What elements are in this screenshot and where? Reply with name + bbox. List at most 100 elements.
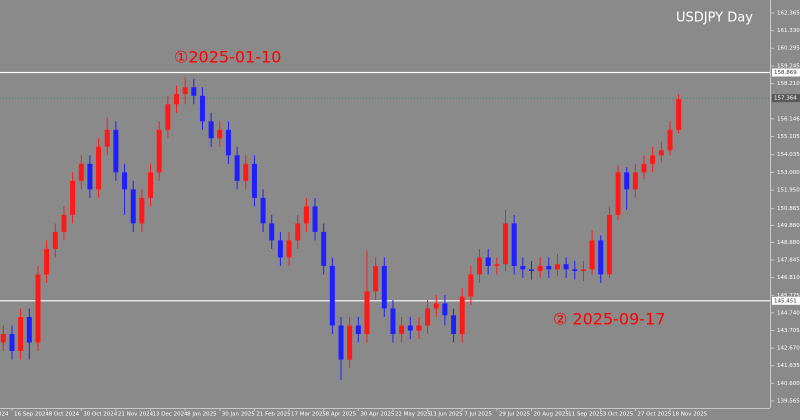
candle-body <box>174 94 179 105</box>
candle-body <box>511 223 517 266</box>
y-tick-label: 144.740 <box>777 310 800 316</box>
candle-body <box>641 163 647 173</box>
candle-body <box>61 214 67 232</box>
candle-body <box>381 265 387 309</box>
x-tick-label: 30 Apr 2025 <box>360 412 395 418</box>
x-tick-label: 16 Sep 2024 <box>14 412 49 418</box>
candle-body <box>156 129 162 173</box>
current-price-box <box>772 94 800 103</box>
y-tick-label: 143.705 <box>777 328 800 334</box>
candle-body <box>615 172 621 215</box>
x-tick-label: 11 Sep 2025 <box>568 412 603 418</box>
y-tick-label: 139.565 <box>777 398 800 404</box>
y-tick-label: 162.365 <box>777 11 800 17</box>
candle-body <box>234 155 240 181</box>
candle-body <box>433 303 439 309</box>
candle-body <box>217 129 223 139</box>
candle-body <box>477 257 483 275</box>
candle-body <box>338 325 344 360</box>
candle-body <box>122 172 128 190</box>
candle-body <box>580 269 586 272</box>
candle-body <box>425 308 431 326</box>
candle-body <box>87 163 93 190</box>
y-tick-label: 141.635 <box>777 363 800 369</box>
candle-body <box>312 206 318 232</box>
x-tick-label: 29 Jul 2025 <box>499 412 531 418</box>
y-tick-label: 156.146 <box>777 116 800 122</box>
hline-label: 158.869 <box>774 70 797 76</box>
y-tick-label: 147.845 <box>777 258 800 264</box>
candle-body <box>113 129 119 173</box>
candle-body <box>624 172 630 190</box>
x-tick-label: 024 <box>0 412 9 418</box>
annotation: ①2025-01-10 <box>174 48 281 67</box>
y-tick-label: 158.210 <box>777 81 800 87</box>
candle-body <box>520 265 526 270</box>
current-price-label: 157.364 <box>774 96 797 102</box>
candle-body <box>52 231 58 249</box>
candle-body <box>390 308 396 334</box>
candle-body <box>44 248 50 275</box>
candle-body <box>451 315 457 334</box>
x-tick-label: 13 Jun 2025 <box>430 412 464 418</box>
candle-body <box>243 163 249 181</box>
candle-body <box>329 265 335 326</box>
candle-body <box>676 99 682 130</box>
candle-body <box>407 325 413 331</box>
y-tick-label: 155.105 <box>777 134 800 140</box>
y-tick-label: 161.330 <box>777 28 800 34</box>
x-tick-label: 8 Oct 2024 <box>49 412 80 418</box>
candle-body <box>295 223 301 241</box>
candle-body <box>286 240 292 258</box>
candle-body <box>606 214 612 275</box>
x-tick-label: 21 Feb 2025 <box>256 412 291 418</box>
y-tick-label: 153.000 <box>777 170 800 176</box>
x-tick-label: 8 Jan 2025 <box>187 412 217 418</box>
x-tick-label: 7 Jul 2025 <box>464 412 492 418</box>
candle-body <box>399 325 405 334</box>
x-tick-label: 18 Nov 2025 <box>672 412 708 418</box>
candle-body <box>104 129 110 147</box>
x-tick-label: 27 Oct 2025 <box>637 412 672 418</box>
candle-body <box>485 257 491 266</box>
y-tick-label: 154.035 <box>777 152 800 158</box>
candle-body <box>442 303 448 316</box>
chart-title: USDJPY Day <box>676 11 753 26</box>
x-tick-label: 30 Oct 2024 <box>83 412 118 418</box>
x-tick-label: 22 May 2025 <box>395 412 431 418</box>
x-tick-label: 20 Aug 2025 <box>533 412 569 418</box>
candle-body <box>191 87 197 96</box>
candle-body <box>589 240 595 270</box>
candle-body <box>563 264 569 270</box>
candle-body <box>9 333 15 352</box>
candle-body <box>537 265 543 272</box>
candle-body <box>658 150 664 156</box>
candle-body <box>572 269 578 272</box>
candle-body <box>260 197 266 224</box>
y-tick-label: 148.880 <box>777 240 800 246</box>
x-tick-label: 30 Jan 2025 <box>222 412 255 418</box>
y-tick-label: 149.880 <box>777 223 800 229</box>
y-tick-label: 160.295 <box>777 46 800 52</box>
annotation: ② 2025-09-17 <box>553 310 665 329</box>
y-tick-label: 151.950 <box>777 188 800 194</box>
candle-body <box>139 197 145 224</box>
candle-body <box>199 95 205 122</box>
y-tick-label: 142.670 <box>777 346 800 352</box>
candle-body <box>269 223 275 241</box>
candle-body <box>347 325 353 360</box>
candle-body <box>130 189 136 224</box>
candle-body <box>373 265 379 292</box>
candle-body <box>182 87 188 95</box>
y-tick-label: 146.810 <box>777 275 800 281</box>
y-tick-label: 140.600 <box>777 381 800 387</box>
candle-body <box>148 172 154 198</box>
x-tick-label: 3 Oct 2025 <box>603 412 634 418</box>
candle-body <box>528 269 534 272</box>
candle-body <box>251 163 257 198</box>
candle-body <box>0 333 6 343</box>
candle-body <box>632 172 638 190</box>
candle-body <box>494 264 500 266</box>
hline-label-box <box>772 68 800 77</box>
